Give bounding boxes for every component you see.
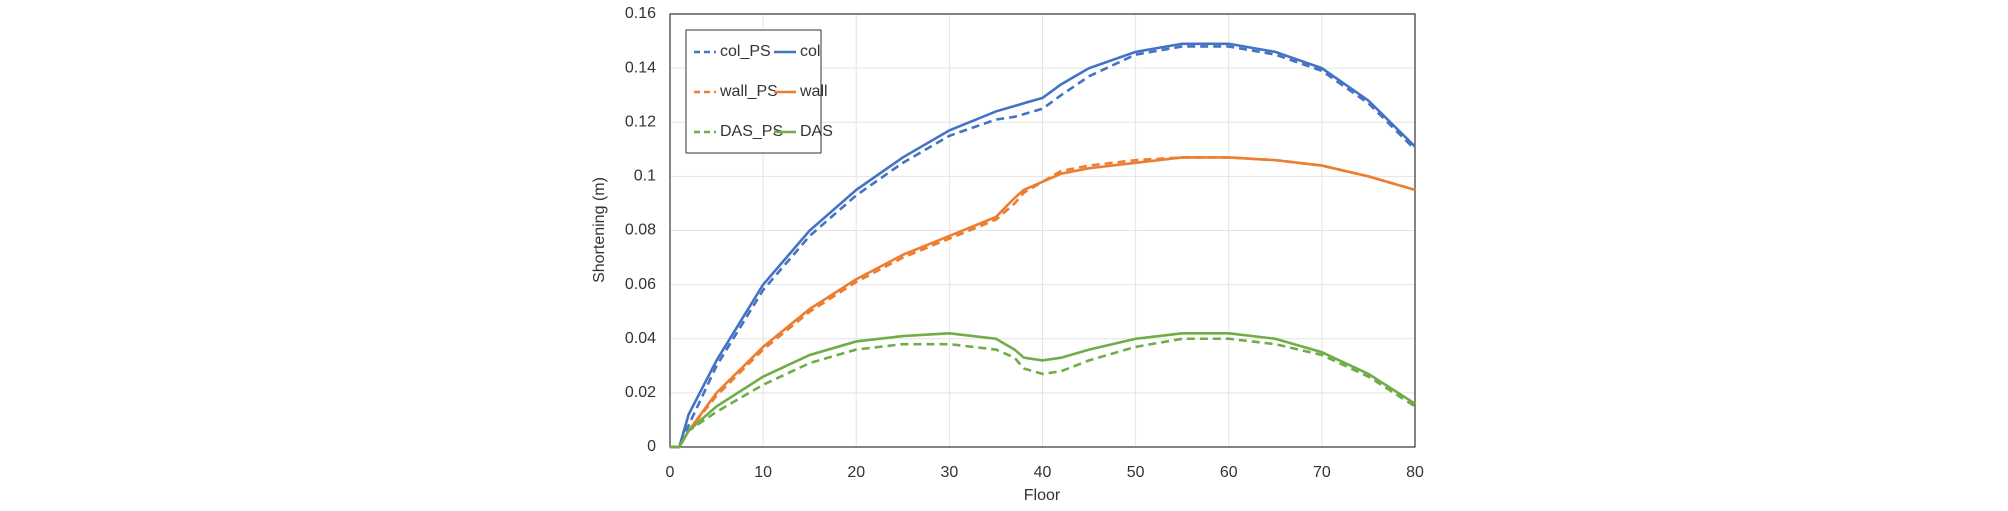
data-line [670,337,1416,449]
legend-label: wall_PS [719,83,778,100]
x-tick-label: 70 [1313,464,1331,481]
y-tick-label: 0.04 [625,330,656,347]
y-tick-label: 0.06 [625,276,656,293]
legend-label: DAS [800,123,833,140]
x-tick-label: 50 [1127,464,1145,481]
x-tick-label: 40 [1034,464,1052,481]
legend-label: col_PS [720,43,771,60]
x-tick-label: 0 [666,464,675,481]
y-tick-label: 0.08 [625,222,656,239]
data-line [670,45,1416,449]
legend-label: DAS_PS [720,123,783,140]
data-line [670,42,1416,449]
y-axis-label: Shortening (m) [591,177,608,283]
legend-label: col [800,43,820,60]
legend-label: wall [799,83,828,100]
x-tick-label: 10 [754,464,772,481]
x-tick-label: 30 [940,464,958,481]
y-tick-label: 0.14 [625,59,656,76]
data-line [670,156,1416,449]
y-tick-label: 0.1 [634,168,656,185]
y-tick-label: 0.12 [625,113,656,130]
y-tick-label: 0.02 [625,384,656,401]
data-line [670,332,1416,449]
x-axis-label: Floor [1024,487,1061,504]
x-tick-label: 60 [1220,464,1238,481]
y-tick-label: 0 [647,438,656,455]
x-tick-label: 80 [1406,464,1424,481]
plot-frame [669,13,1416,448]
y-tick-label: 0.16 [625,5,656,22]
x-tick-label: 20 [847,464,865,481]
